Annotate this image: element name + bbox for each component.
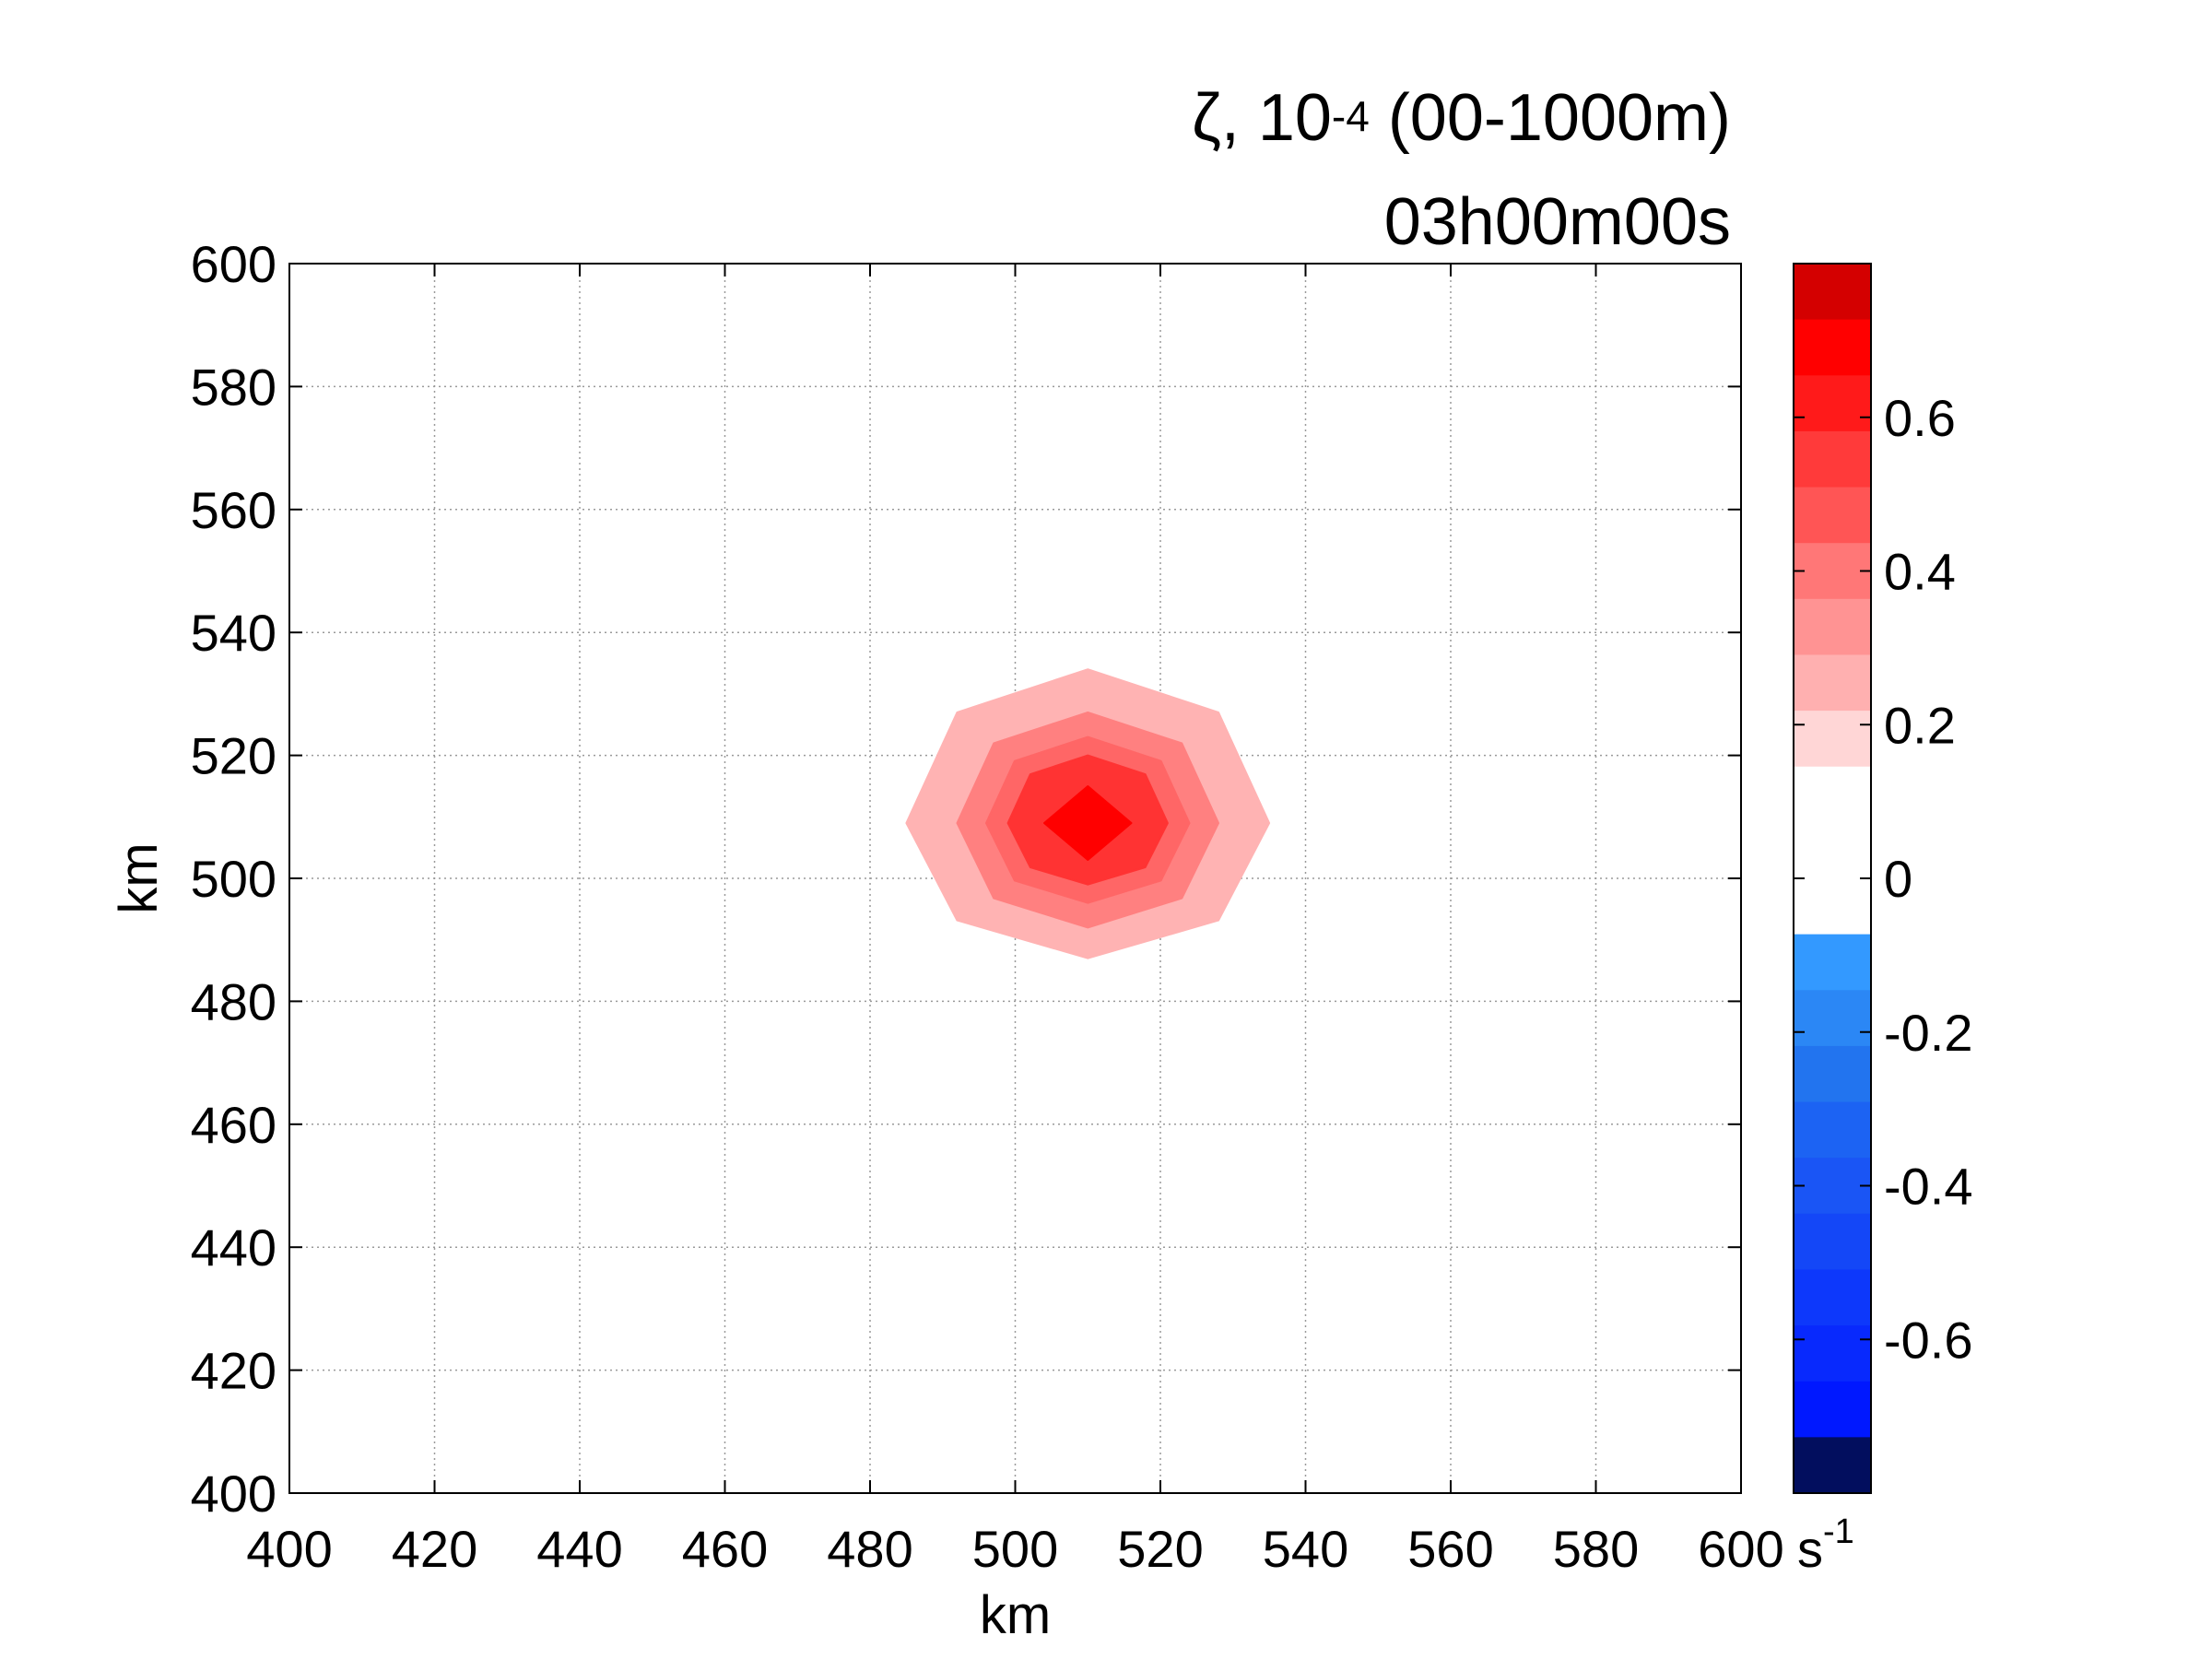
- x-tick-label: 400: [246, 1520, 332, 1578]
- colorbar-bin: [1794, 430, 1871, 488]
- colorbar-bin: [1794, 1045, 1871, 1103]
- x-tick-label: 480: [827, 1520, 912, 1578]
- chart-time-label: 03h00m00s: [1383, 185, 1731, 259]
- colorbar-tick-label: -0.4: [1884, 1158, 1973, 1216]
- colorbar-bin: [1794, 934, 1871, 991]
- colorbar: -0.6 -0.4 -0.2 0 0.2 0.4 0.6 s-1: [1793, 263, 1973, 1578]
- y-tick-label: 480: [191, 972, 276, 1030]
- colorbar-bin: [1794, 543, 1871, 600]
- colorbar-tick-label: 0.2: [1884, 696, 1956, 754]
- colorbar-tick-label: -0.6: [1884, 1311, 1973, 1369]
- colorbar-bin: [1794, 822, 1871, 879]
- colorbar-unit-exponent: -1: [1823, 1512, 1854, 1551]
- x-tick-label: 580: [1553, 1520, 1639, 1578]
- colorbar-tick-label: 0: [1884, 850, 1912, 908]
- colorbar-bin: [1794, 264, 1871, 321]
- y-tick-label: 600: [191, 235, 276, 293]
- colorbar-bin: [1794, 654, 1871, 712]
- colorbar-bin: [1794, 375, 1871, 432]
- x-axis-label: km: [980, 1585, 1051, 1645]
- title-variable: ζ, 10: [1192, 81, 1332, 155]
- vorticity-field: [905, 668, 1271, 959]
- x-tick-label: 520: [1117, 1520, 1203, 1578]
- x-tick-label: 420: [392, 1520, 477, 1578]
- axes: 400 420 440 460 480 500 520 540 560 580 600 400 420 4…: [109, 235, 1784, 1645]
- y-tick-label: 440: [191, 1218, 276, 1277]
- colorbar-tick-label: 0.6: [1884, 389, 1956, 447]
- colorbar-bin: [1794, 487, 1871, 544]
- title-exponent: -4: [1331, 92, 1370, 140]
- x-tick-label: 500: [972, 1520, 1058, 1578]
- y-tick-label: 400: [191, 1465, 276, 1523]
- colorbar-bin: [1794, 319, 1871, 376]
- colorbar-bin: [1794, 1269, 1871, 1326]
- colorbar-unit-base: s: [1797, 1520, 1823, 1578]
- x-tick-label: 540: [1263, 1520, 1348, 1578]
- x-tick-label: 600: [1698, 1520, 1783, 1578]
- x-tick-label: 460: [682, 1520, 768, 1578]
- colorbar-bin: [1794, 990, 1871, 1047]
- colorbar-bin: [1794, 1213, 1871, 1271]
- title-layer: (00-1000m): [1369, 81, 1731, 155]
- y-tick-label: 520: [191, 727, 276, 785]
- colorbar-bin: [1794, 1325, 1871, 1382]
- colorbar-tick-label: -0.2: [1884, 1004, 1973, 1062]
- colorbar-bin: [1794, 1158, 1871, 1215]
- colorbar-bin: [1794, 711, 1871, 768]
- x-tick-label: 560: [1407, 1520, 1493, 1578]
- colorbar-bin: [1794, 766, 1871, 823]
- y-axis-label: km: [109, 842, 169, 913]
- colorbar-bin: [1794, 1437, 1871, 1494]
- chart-title: ζ, 10-4 (00-1000m): [1192, 85, 1731, 151]
- y-tick-label: 540: [191, 604, 276, 662]
- y-tick-label: 460: [191, 1096, 276, 1154]
- x-tick-label: 440: [536, 1520, 622, 1578]
- y-tick-label: 420: [191, 1342, 276, 1400]
- colorbar-unit: s-1: [1797, 1512, 1854, 1578]
- y-tick-label: 580: [191, 358, 276, 416]
- colorbar-bin: [1794, 1381, 1871, 1438]
- colorbar-bin: [1794, 878, 1871, 935]
- colorbar-bin: [1794, 598, 1871, 656]
- colorbar-bin: [1794, 1101, 1871, 1159]
- y-tick-label: 500: [191, 850, 276, 908]
- colorbar-tick-label: 0.4: [1884, 543, 1956, 601]
- y-tick-label: 560: [191, 481, 276, 539]
- contour-level: [1043, 785, 1133, 861]
